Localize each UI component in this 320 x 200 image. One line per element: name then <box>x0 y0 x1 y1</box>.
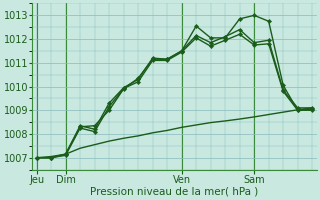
X-axis label: Pression niveau de la mer( hPa ): Pression niveau de la mer( hPa ) <box>90 187 259 197</box>
